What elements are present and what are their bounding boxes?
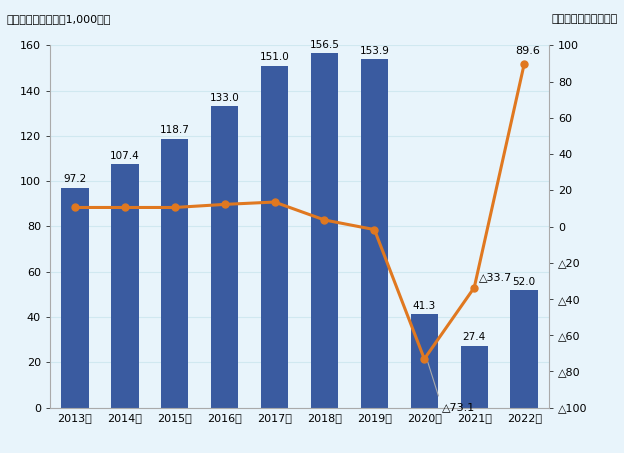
Text: （入国者数、単位：1,000人）: （入国者数、単位：1,000人）: [6, 14, 110, 24]
Text: △73.1: △73.1: [442, 402, 475, 412]
Text: 153.9: 153.9: [359, 46, 389, 56]
Text: 41.3: 41.3: [412, 301, 436, 311]
Text: 89.6: 89.6: [515, 46, 540, 56]
Text: 151.0: 151.0: [260, 52, 290, 62]
Text: 156.5: 156.5: [310, 40, 339, 50]
Text: 107.4: 107.4: [110, 151, 140, 161]
Text: 52.0: 52.0: [512, 276, 536, 287]
Bar: [411, 314, 438, 408]
Text: 118.7: 118.7: [160, 125, 190, 135]
Text: 97.2: 97.2: [63, 174, 87, 184]
Bar: [161, 139, 188, 408]
Text: 133.0: 133.0: [210, 93, 240, 103]
Bar: [510, 290, 538, 408]
Bar: [261, 66, 288, 408]
Text: 27.4: 27.4: [462, 332, 486, 342]
Text: △33.7: △33.7: [479, 272, 512, 282]
Bar: [311, 53, 338, 408]
Bar: [361, 59, 388, 408]
Bar: [211, 106, 238, 408]
Text: （前年比、単位：％）: （前年比、単位：％）: [552, 14, 618, 24]
Bar: [61, 188, 89, 408]
Bar: [111, 164, 139, 408]
Bar: [461, 346, 488, 408]
